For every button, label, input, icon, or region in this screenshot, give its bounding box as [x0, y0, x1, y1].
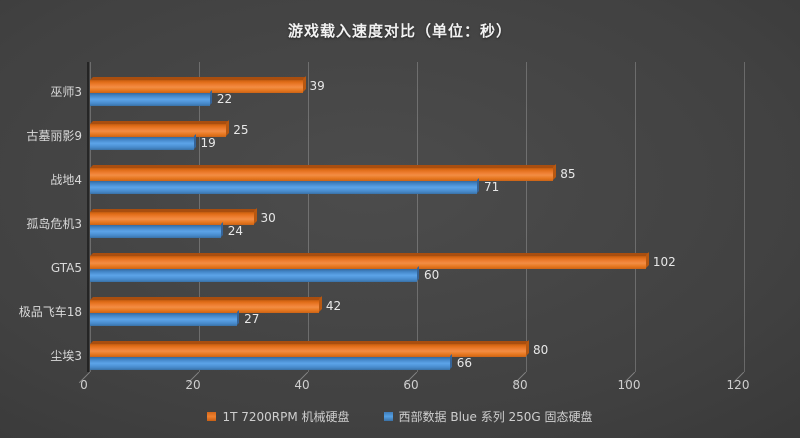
- category-label: GTA5: [50, 261, 82, 275]
- gridline: [308, 62, 309, 372]
- ssd-bar: [90, 181, 477, 194]
- hdd-value-label: 102: [652, 255, 676, 269]
- ssd-bar: [90, 137, 194, 150]
- x-axis-tick-label: 40: [294, 378, 310, 392]
- ssd-value-label: 24: [227, 224, 244, 238]
- chart-title: 游戏载入速度对比（单位：秒）: [287, 22, 512, 40]
- legend-item-ssd: 西部数据 Blue 系列 250G 固态硬盘: [383, 408, 593, 425]
- mechanical-hdd-bar: [90, 80, 303, 93]
- ssd-bar: [90, 269, 417, 282]
- legend-item-mechanical-hdd: 1T 7200RPM 机械硬盘: [207, 408, 350, 425]
- mechanical-hdd-bar: [90, 212, 254, 225]
- x-axis-tick-label: 120: [726, 378, 750, 392]
- x-axis-tick-label: 100: [617, 378, 641, 392]
- category-label: 巫师3: [50, 85, 82, 99]
- x-axis-tick-label: 80: [512, 378, 528, 392]
- legend-swatch-ssd: [383, 412, 393, 421]
- hdd-value-label: 42: [325, 299, 342, 313]
- ssd-value-label: 19: [200, 136, 216, 150]
- legend-swatch-mechanical-hdd: [207, 412, 217, 421]
- mechanical-hdd-bar: [90, 256, 646, 269]
- ssd-bar: [90, 313, 238, 326]
- ssd-value-label: 60: [424, 268, 440, 282]
- ssd-bar: [90, 357, 450, 370]
- mechanical-hdd-bar: [90, 124, 227, 137]
- category-label: 战地4: [50, 173, 82, 187]
- ssd-value-label: 22: [216, 92, 233, 106]
- hdd-value-label: 30: [260, 211, 276, 225]
- hdd-value-label: 80: [533, 343, 549, 357]
- ssd-bar: [90, 93, 210, 106]
- ssd-value-label: 27: [244, 312, 260, 326]
- x-axis-tick-label: 20: [185, 378, 201, 392]
- hdd-value-label: 25: [233, 123, 249, 137]
- x-axis-tick-label: 60: [403, 378, 419, 392]
- mechanical-hdd-bar: [90, 300, 319, 313]
- x-axis-tick-label: 0: [80, 378, 88, 392]
- category-label: 古墓丽影9: [26, 129, 82, 143]
- category-label: 极品飞车18: [18, 305, 82, 319]
- gridline: [417, 62, 418, 372]
- ssd-value-label: 71: [483, 180, 500, 194]
- ssd-value-label: 66: [456, 356, 472, 370]
- category-label: 尘埃3: [50, 349, 82, 363]
- hdd-value-label: 85: [560, 167, 576, 181]
- mechanical-hdd-bar: [90, 344, 526, 357]
- category-axis-line: [87, 62, 89, 372]
- legend-label-mechanical-hdd: 1T 7200RPM 机械硬盘: [222, 410, 350, 424]
- mechanical-hdd-bar: [90, 168, 554, 181]
- gridline: [526, 62, 527, 372]
- category-label: 孤岛危机3: [26, 217, 82, 231]
- ssd-bar: [90, 225, 221, 238]
- gridline: [635, 62, 636, 372]
- hdd-value-label: 39: [309, 79, 325, 93]
- legend: 1T 7200RPM 机械硬盘 西部数据 Blue 系列 250G 固态硬盘: [0, 408, 800, 425]
- legend-label-ssd: 西部数据 Blue 系列 250G 固态硬盘: [398, 410, 593, 424]
- gridline: [744, 62, 745, 372]
